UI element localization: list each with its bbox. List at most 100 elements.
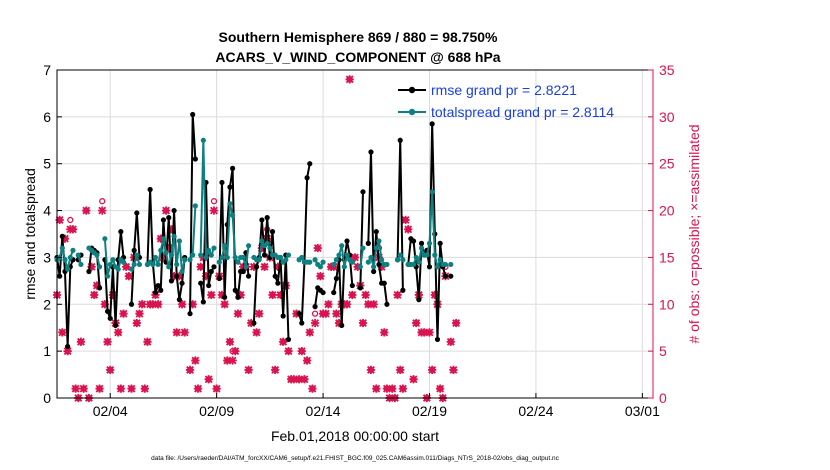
- totalspread-point: [102, 236, 108, 242]
- rmse-point: [118, 229, 124, 235]
- y2-tick-label: 25: [659, 156, 675, 172]
- y-tick-label: 5: [43, 156, 51, 172]
- obs-assimilated-marker: [372, 384, 381, 393]
- obs-assimilated-marker: [255, 309, 264, 318]
- totalspread-point: [397, 252, 403, 258]
- y2-tick-label: 30: [659, 109, 675, 125]
- rmse-line: [130, 211, 141, 305]
- totalspread-point: [384, 261, 390, 268]
- rmse-point: [397, 137, 403, 143]
- rmse-point: [198, 280, 204, 286]
- totalspread-point: [331, 261, 337, 268]
- totalspread-point: [70, 247, 76, 253]
- footer-note: data file: /Users/raeder/DAI/ATM_forcXX/…: [151, 455, 560, 462]
- obs-assimilated-marker: [212, 384, 221, 393]
- rmse-point: [222, 294, 228, 300]
- x-tick-label: 02/04: [93, 403, 128, 419]
- rmse-point: [192, 156, 198, 162]
- totalspread-point: [416, 259, 422, 265]
- totalspread-point: [187, 257, 193, 263]
- totalspread-point: [168, 252, 175, 258]
- rmse-point: [107, 315, 113, 321]
- totalspread-point: [264, 240, 270, 246]
- y-tick-label: 3: [43, 249, 51, 265]
- obs-assimilated-marker: [446, 337, 455, 346]
- totalspread-point: [243, 264, 249, 270]
- rmse-point: [245, 273, 252, 279]
- obs-assimilated-marker: [412, 318, 421, 328]
- totalspread-point: [134, 252, 140, 258]
- obs-assimilated-marker: [425, 328, 434, 337]
- rmse-point: [426, 264, 433, 270]
- totalspread-point: [136, 261, 143, 268]
- totalspread-point: [182, 257, 188, 263]
- totalspread-point: [224, 254, 230, 261]
- rmse-point: [104, 308, 111, 314]
- totalspread-point: [216, 259, 222, 265]
- rmse-point: [434, 336, 441, 343]
- rmse-point: [264, 215, 270, 221]
- totalspread-point: [192, 203, 198, 209]
- x-tick-label: 02/24: [518, 403, 553, 419]
- obs-assimilated-marker: [436, 384, 445, 393]
- obs-assimilated-marker: [114, 328, 123, 337]
- obs-possible-marker: [67, 216, 74, 224]
- totalspread-point: [200, 137, 206, 143]
- totalspread-point: [115, 266, 121, 272]
- rmse-point: [179, 280, 185, 286]
- rmse-point: [259, 217, 265, 223]
- rmse-point: [155, 282, 161, 289]
- totalspread-point: [341, 264, 347, 270]
- obs-assimilated-marker: [345, 75, 354, 84]
- totalspread-point: [413, 254, 419, 261]
- totalspread-point: [150, 261, 156, 268]
- rmse-point: [275, 280, 281, 286]
- totalspread-point: [227, 200, 233, 207]
- totalspread-point: [424, 252, 430, 258]
- totalspread-point: [235, 259, 241, 265]
- rmse-point: [442, 273, 449, 279]
- obs-assimilated-marker: [388, 384, 397, 393]
- obs-assimilated-marker: [409, 375, 418, 384]
- obs-assimilated-marker: [297, 347, 306, 356]
- obs-assimilated-marker: [380, 328, 389, 337]
- totalspread-point: [152, 254, 159, 261]
- rmse-point: [261, 252, 268, 258]
- totalspread-point: [365, 259, 371, 265]
- totalspread-point: [277, 254, 284, 261]
- totalspread-point: [320, 259, 326, 265]
- rmse-point: [235, 294, 241, 300]
- obs-assimilated-marker: [369, 300, 378, 309]
- totalspread-point: [344, 252, 350, 258]
- obs-assimilated-marker: [193, 384, 203, 393]
- rmse-point: [381, 280, 387, 286]
- obs-assimilated-marker: [310, 318, 320, 328]
- obs-assimilated-marker: [135, 309, 144, 318]
- obs-assimilated-marker: [302, 356, 312, 365]
- rmse-point: [134, 210, 140, 216]
- totalspread-point: [434, 264, 441, 270]
- rmse-point: [307, 161, 313, 167]
- totalspread-point: [418, 245, 425, 251]
- totalspread-point: [219, 254, 225, 261]
- obs-assimilated-marker: [68, 225, 78, 234]
- rmse-point: [360, 189, 366, 195]
- obs-assimilated-marker: [428, 365, 437, 375]
- rmse-point: [227, 184, 233, 190]
- y-tick-label: 6: [43, 109, 51, 125]
- rmse-point: [187, 311, 193, 317]
- rmse-point: [344, 238, 350, 244]
- rmse-point: [339, 322, 345, 328]
- obs-assimilated-marker: [342, 300, 352, 309]
- totalspread-point: [128, 266, 135, 272]
- rmse-point: [232, 287, 238, 293]
- obs-assimilated-marker: [180, 328, 189, 337]
- series-lines: [54, 111, 454, 350]
- x-tick-label: 02/19: [412, 403, 447, 419]
- totalspread-point: [78, 261, 84, 268]
- obs-assimilated-marker: [252, 328, 261, 337]
- rmse-point: [368, 149, 374, 155]
- totalspread-point: [208, 252, 214, 258]
- totalspread-point: [245, 243, 252, 249]
- rmse-point: [168, 278, 175, 284]
